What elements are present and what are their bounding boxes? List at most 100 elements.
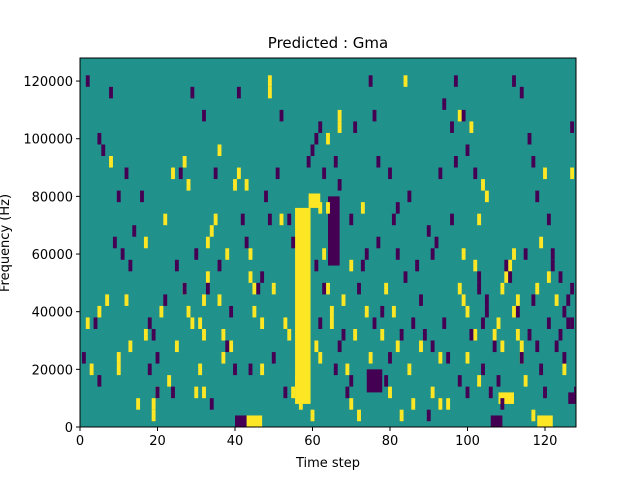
heatmap-cell-low	[205, 282, 210, 295]
heatmap-cell-low	[519, 86, 524, 99]
heatmap-band-low	[490, 415, 503, 427]
heatmap-cell-high	[329, 317, 334, 329]
heatmap-cell-low	[500, 398, 505, 410]
heatmap-cell-low	[236, 86, 241, 99]
heatmap-band-high	[308, 193, 321, 208]
heatmap-cell-high	[97, 305, 102, 318]
heatmap-cell-low	[473, 167, 478, 180]
heatmap-cell-low	[430, 248, 435, 260]
heatmap-cell-high	[535, 282, 540, 295]
heatmap-cell-low	[546, 213, 551, 226]
heatmap-cell-high	[457, 109, 462, 122]
heatmap-cell-high	[163, 213, 168, 226]
heatmap-cell-high	[329, 305, 334, 318]
heatmap-cell-low	[233, 363, 237, 376]
heatmap-cell-high	[229, 340, 234, 353]
heatmap-cell-low	[248, 363, 253, 376]
heatmap-band-high	[295, 207, 311, 404]
heatmap-cell-low	[477, 271, 482, 283]
heatmap-cell-low	[322, 282, 327, 295]
heatmap-cell-high	[295, 375, 299, 387]
heatmap-cell-high	[492, 328, 497, 341]
y-axis: 0 20000 40000 60000 80000 100000 120000	[23, 75, 80, 436]
heatmap-cell-low	[481, 363, 485, 376]
heatmap-cell-low	[453, 75, 458, 87]
heatmap-cell-low	[364, 248, 369, 260]
heatmap-cell-low	[163, 294, 168, 306]
heatmap-cell-high	[186, 305, 191, 318]
heatmap-cell-low	[550, 248, 555, 260]
heatmap-cell-low	[256, 282, 261, 295]
heatmap-cell-low	[543, 386, 547, 399]
heatmap-cell-low	[531, 156, 536, 168]
heatmap-cell-low	[264, 190, 268, 203]
heatmap-cell-high	[287, 328, 292, 341]
heatmap-cell-high	[504, 271, 509, 283]
heatmap-cell-high	[341, 294, 346, 306]
heatmap-band-high	[246, 415, 263, 427]
x-tick-label: 0	[76, 434, 84, 449]
heatmap-cell-high	[384, 282, 389, 295]
heatmap-cell-low	[523, 248, 528, 260]
heatmap-cell-high	[283, 317, 288, 329]
heatmap-band-low	[328, 196, 340, 266]
heatmap-cell-low	[174, 259, 179, 272]
heatmap-cell-high	[469, 121, 474, 133]
heatmap-cell-low	[426, 409, 431, 422]
heatmap-cell-high	[298, 398, 303, 410]
heatmap-cell-high	[500, 282, 505, 295]
heatmap-cell-high	[364, 305, 369, 318]
heatmap-cell-high	[205, 236, 210, 249]
heatmap-cell-high	[430, 386, 435, 399]
heatmap-cell-low	[267, 213, 272, 226]
heatmap-cell-high	[326, 132, 330, 145]
heatmap-cell-low	[155, 352, 160, 364]
heatmap-cell-low	[434, 236, 439, 249]
heatmap-cell-high	[202, 328, 206, 341]
heatmap-cell-low	[453, 156, 458, 168]
y-tick-label: 20000	[32, 363, 73, 378]
heatmap-cell-low	[178, 167, 183, 180]
heatmap-cell-low	[132, 225, 137, 237]
heatmap-cell-high	[174, 340, 179, 353]
x-tick-label: 100	[455, 434, 480, 449]
heatmap-cell-low	[353, 121, 358, 133]
heatmap-cell-low	[380, 305, 385, 318]
heatmap-cell-high	[244, 179, 249, 191]
heatmap-cell-high	[89, 363, 94, 376]
heatmap-cell-low	[566, 317, 571, 329]
heatmap-cell-high	[213, 213, 218, 226]
heatmap-cell-low	[465, 144, 470, 157]
heatmap-cell-low	[519, 352, 524, 364]
heatmap-cell-high	[182, 156, 187, 168]
heatmap-cell-high	[326, 202, 330, 214]
y-tick-label: 60000	[32, 248, 73, 263]
heatmap-cell-high	[194, 386, 199, 399]
heatmap-cell-low	[415, 259, 420, 272]
heatmap-cell-high	[233, 179, 237, 191]
heatmap-cell-high	[267, 75, 272, 87]
heatmap-cell-low	[217, 259, 222, 272]
heatmap-cell-high	[260, 317, 265, 329]
heatmap-cell-low	[140, 190, 144, 203]
heatmap-cell-high	[236, 167, 241, 180]
heatmap-cell-high	[380, 328, 385, 341]
heatmap-cell-high	[519, 340, 524, 353]
heatmap-cell-high	[271, 282, 276, 295]
y-tick-label: 0	[65, 421, 73, 436]
heatmap-cell-high	[461, 294, 466, 306]
heatmap-cell-high	[515, 294, 520, 306]
heatmap-cell-low	[469, 328, 474, 341]
heatmap-cell-high	[151, 398, 156, 410]
heatmap-cell-high	[407, 363, 412, 376]
heatmap-cell-low	[554, 340, 559, 353]
heatmap-cell-high	[484, 190, 489, 203]
heatmap-cell-high	[546, 271, 551, 283]
heatmap-cell-low	[260, 271, 265, 283]
plot-frame	[79, 57, 577, 428]
heatmap-cell-low	[116, 190, 121, 203]
heatmap-cell-high	[438, 352, 443, 364]
heatmap-cell-low	[147, 363, 152, 376]
heatmap-cell-low	[570, 282, 575, 295]
heatmap-cell-high	[496, 317, 501, 329]
